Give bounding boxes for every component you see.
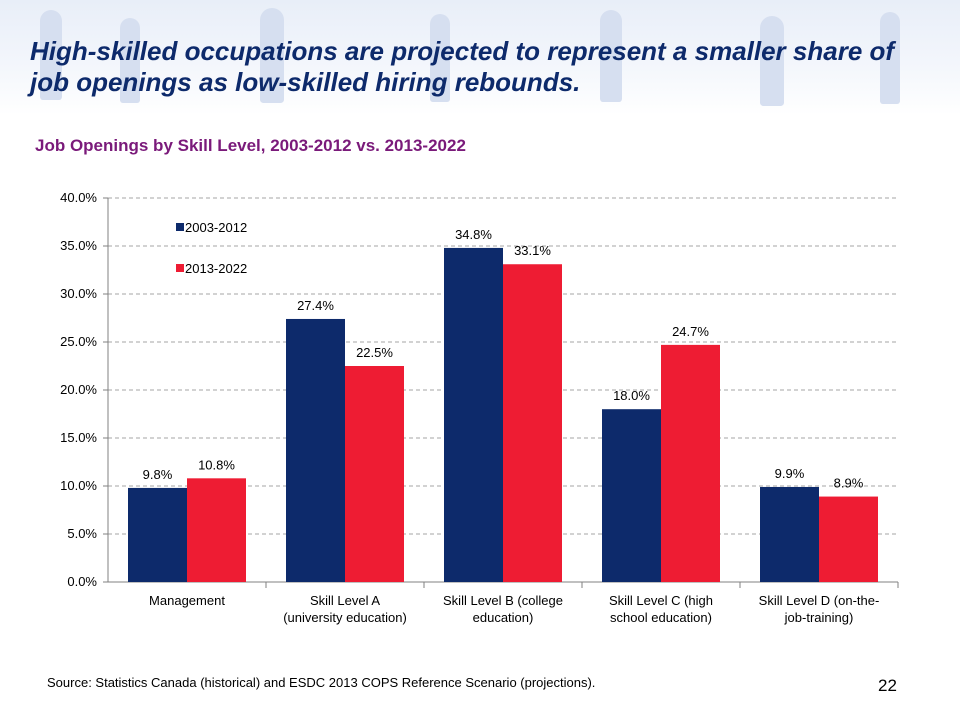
slide-headline: High-skilled occupations are projected t… [30,36,895,97]
data-label: 24.7% [672,324,709,339]
bar-2003-2012 [444,247,503,583]
bar-2003-2012 [128,487,187,582]
bar-2003-2012 [286,318,345,582]
y-tick-label: 5.0% [67,526,97,541]
page-number: 22 [878,676,897,695]
bar-2013-2022 [819,496,878,582]
bar-2013-2022 [503,264,562,582]
data-label: 27.4% [297,298,334,313]
x-category-label: Skill Level D (on-the- [759,593,880,608]
people-silhouette-decoration [120,18,140,103]
bar-2013-2022 [345,366,404,582]
bar-chart: 0.0% 5.0% 10.0% 15.0% 20.0% 25.0% 30.0% 35.0% 40… [60,190,899,625]
people-silhouette-decoration [40,10,62,100]
bar-2013-2022 [661,344,720,582]
people-silhouette-decoration [760,16,784,106]
x-category-label: Management [149,593,225,608]
x-category-label: Skill Level B (college [443,593,563,608]
data-label: 10.8% [198,457,235,472]
x-category-label: job-training) [784,610,854,625]
data-label: 22.5% [356,345,393,360]
x-category-label: Skill Level A [310,593,380,608]
source-note: Source: Statistics Canada (historical) a… [47,675,596,690]
y-tick-label: 35.0% [60,238,97,253]
data-label: 9.9% [775,466,805,481]
data-label: 9.8% [143,467,173,482]
legend-swatch [176,223,184,231]
y-tick-label: 30.0% [60,286,97,301]
legend-swatch [176,264,184,272]
x-category-label: school education) [610,610,712,625]
people-silhouette-decoration [600,10,622,102]
people-silhouette-decoration [430,14,450,102]
people-silhouette-decoration [260,8,284,103]
y-tick-label: 40.0% [60,190,97,205]
legend-label: 2003-2012 [185,220,247,235]
people-silhouette-decoration [880,12,900,104]
legend-label: 2013-2022 [185,261,247,276]
bar-2013-2022 [187,478,246,582]
data-label: 33.1% [514,243,551,258]
y-tick-label: 15.0% [60,430,97,445]
x-category-label: Skill Level C (high [609,593,713,608]
bar-2003-2012 [760,486,819,582]
data-label: 34.8% [455,227,492,242]
chart-title: Job Openings by Skill Level, 2003-2012 v… [35,136,466,155]
y-tick-label: 10.0% [60,478,97,493]
y-tick-label: 0.0% [67,574,97,589]
bar-2003-2012 [602,409,661,582]
data-label: 18.0% [613,388,650,403]
y-tick-label: 25.0% [60,334,97,349]
header-banner [0,0,960,115]
y-tick-label: 20.0% [60,382,97,397]
x-category-label: education) [473,610,534,625]
x-category-label: (university education) [283,610,407,625]
data-label: 8.9% [834,476,864,491]
